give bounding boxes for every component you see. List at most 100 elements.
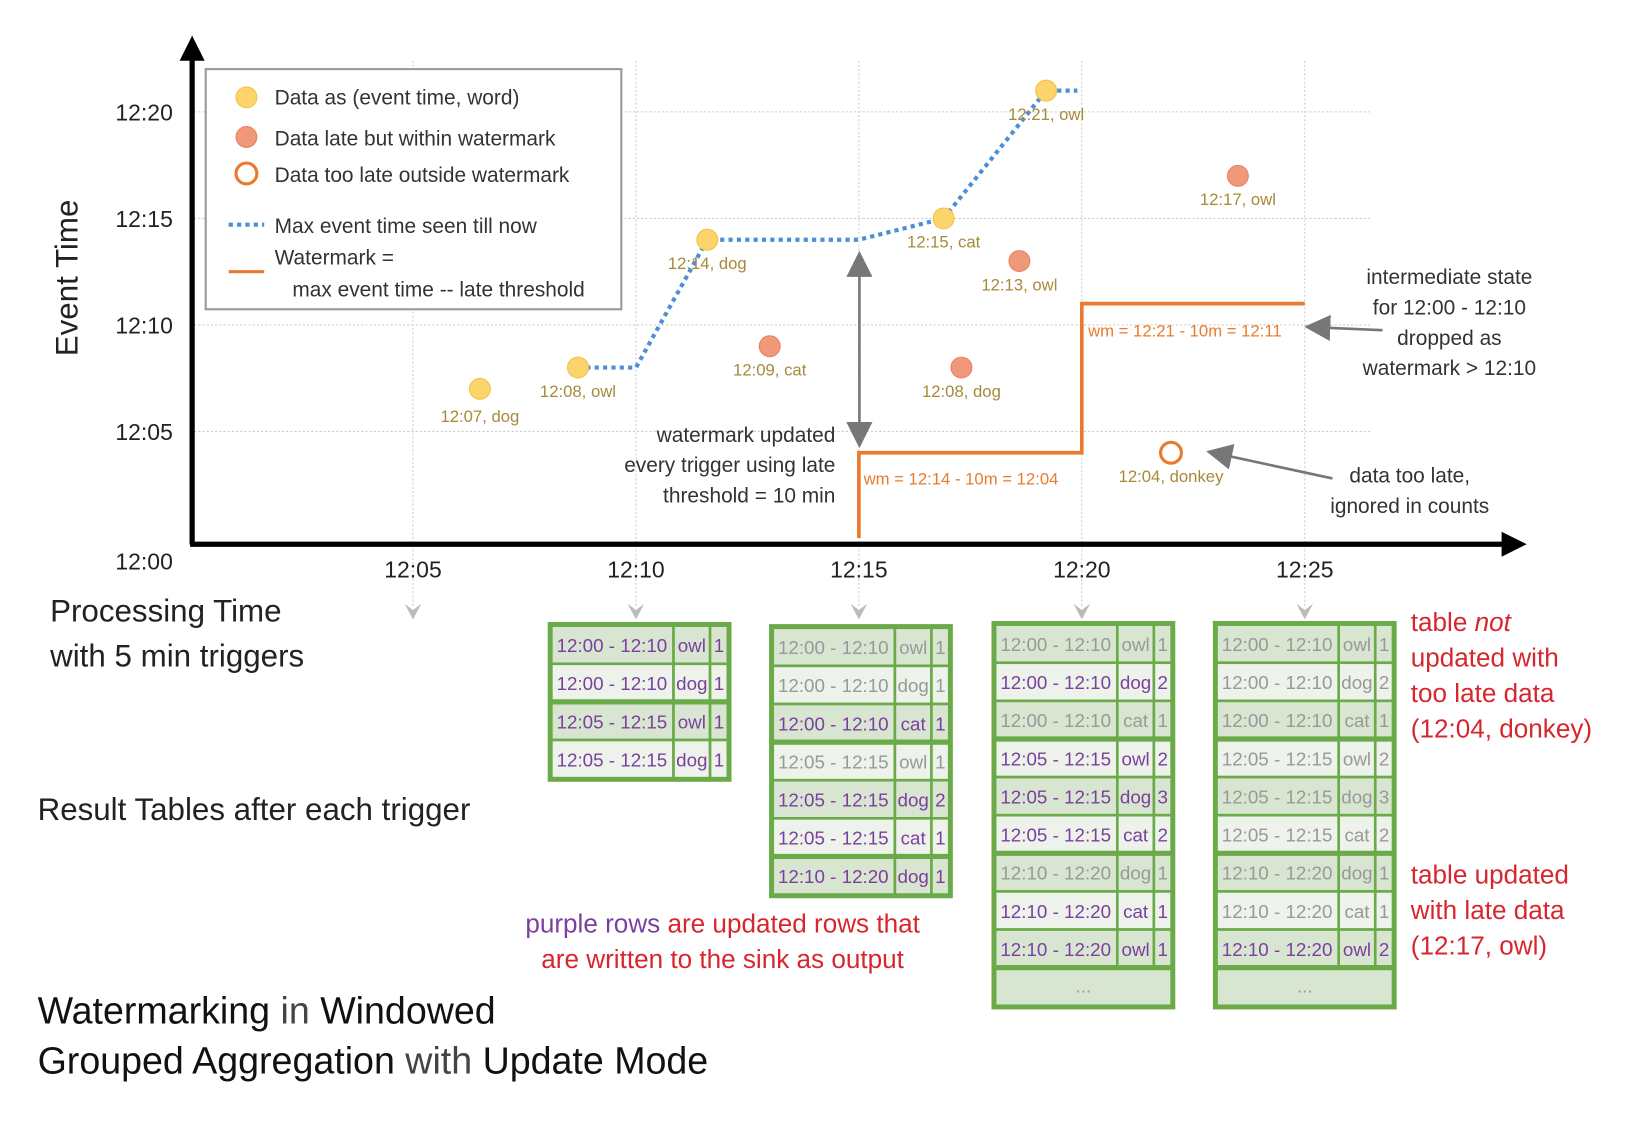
table-row: 12:00 - 12:10 dog 2 xyxy=(1215,661,1395,703)
window-cell: 12:10 - 12:20 xyxy=(1000,863,1111,884)
not-updated-note: table not updated with too late data (12… xyxy=(1411,607,1592,744)
window-cell: 12:05 - 12:15 xyxy=(778,790,889,811)
data-point-on_time xyxy=(567,356,589,379)
word-cell: cat xyxy=(1344,825,1370,846)
window-cell: 12:00 - 12:10 xyxy=(557,673,668,694)
table-row: 12:10 - 12:20 cat 1 xyxy=(993,890,1173,931)
window-cell: 12:00 - 12:10 xyxy=(1222,710,1333,731)
x-tick-label: 12:20 xyxy=(1053,557,1110,583)
title-word: Grouped Aggregation xyxy=(38,1040,395,1082)
count-cell: 1 xyxy=(1158,634,1168,655)
wm1-label: wm = 12:14 - 10m = 12:04 xyxy=(863,470,1059,489)
word-cell: cat xyxy=(1344,901,1370,922)
word-cell: owl xyxy=(678,711,706,732)
table-row: 12:00 - 12:10 cat 1 xyxy=(993,699,1173,741)
table-row: 12:00 - 12:10 cat 1 xyxy=(771,702,951,744)
table-border xyxy=(991,620,1176,1010)
table-cell xyxy=(993,661,1119,703)
window-cell: 12:00 - 12:10 xyxy=(1000,710,1111,731)
word-cell: cat xyxy=(901,828,927,849)
window-cell: 12:10 - 12:20 xyxy=(1000,939,1111,960)
table-row: 12:05 - 12:15 cat 2 xyxy=(1215,813,1395,855)
word-cell: dog xyxy=(898,866,929,887)
data-point-late xyxy=(1226,164,1249,187)
y-tick-label: 12:20 xyxy=(115,99,172,125)
table-cell xyxy=(993,775,1119,817)
note-line: are written to the sink as output xyxy=(541,944,904,974)
data-point-on_time xyxy=(696,228,719,251)
wm2-label: wm = 12:21 - 10m = 12:11 xyxy=(1087,321,1282,340)
word-cell: owl xyxy=(1343,939,1371,960)
word-cell: dog xyxy=(1341,786,1372,807)
legend-watermark: Watermark = xyxy=(275,246,394,269)
word-cell: dog xyxy=(898,790,929,811)
result-table-12:20: 12:00 - 12:10 owl 1 12:00 - 12:10 dog 2 12:00 … xyxy=(991,620,1176,1010)
count-cell: 3 xyxy=(1158,786,1168,807)
x-tick-label: 12:15 xyxy=(830,557,887,583)
purple-rows-note: purple rows are updated rows that xyxy=(525,909,920,939)
count-cell: 1 xyxy=(1158,863,1168,884)
trigger-arrow-icon xyxy=(627,603,645,620)
table-row: 12:00 - 12:10 dog 2 xyxy=(993,661,1173,703)
table-row: 12:05 - 12:15 dog 3 xyxy=(993,775,1173,817)
legend-late-icon xyxy=(235,126,258,148)
x-axis-label-2: with 5 min triggers xyxy=(49,638,304,673)
table-row: 12:10 - 12:20 owl 2 xyxy=(1215,928,1395,969)
table-row: 12:00 - 12:10 owl 1 xyxy=(771,626,951,668)
table-row: 12:05 - 12:15 dog 2 xyxy=(771,778,951,820)
window-cell: 12:00 - 12:10 xyxy=(557,635,668,656)
word-cell: cat xyxy=(1123,710,1149,731)
word-cell: cat xyxy=(901,713,927,734)
trigger-arrow-icon xyxy=(1296,603,1314,620)
data-point-label: 12:04, donkey xyxy=(1119,467,1224,486)
table-more-ellipsis: ... xyxy=(1076,976,1092,997)
table-cell xyxy=(1337,813,1377,855)
note-text: are updated rows that xyxy=(660,909,920,939)
word-cell: dog xyxy=(1120,672,1151,693)
note-line: table updated xyxy=(1411,860,1569,890)
word-cell: owl xyxy=(678,635,706,656)
word-cell: owl xyxy=(1122,634,1150,655)
count-cell: 2 xyxy=(935,790,945,811)
window-cell: 12:00 - 12:10 xyxy=(1000,672,1111,693)
x-axis-arrow-icon xyxy=(1501,531,1527,557)
y-axis-arrow-icon xyxy=(179,35,205,61)
count-cell: 1 xyxy=(1379,901,1389,922)
x-axis-label: Processing Time xyxy=(50,593,281,628)
count-cell: 1 xyxy=(714,635,724,656)
data-point-label: 12:17, owl xyxy=(1200,190,1276,209)
series-lines xyxy=(577,88,1305,538)
note-line: threshold = 10 min xyxy=(663,484,835,507)
count-cell: 1 xyxy=(1158,710,1168,731)
table-row: 12:05 - 12:15 cat 2 xyxy=(993,813,1173,855)
word-cell: owl xyxy=(1122,748,1150,769)
count-cell: 1 xyxy=(1379,710,1389,731)
table-row: 12:05 - 12:15 cat 1 xyxy=(771,817,951,858)
data-point-late xyxy=(950,356,973,379)
window-cell: 12:05 - 12:15 xyxy=(778,828,889,849)
legend-on-time-icon xyxy=(235,86,258,109)
note-line: data too late, xyxy=(1349,465,1470,488)
table-row: 12:05 - 12:15 owl 2 xyxy=(993,737,1173,779)
data-point-label: 12:09, cat xyxy=(733,360,807,379)
note-line: for 12:00 - 12:10 xyxy=(1373,296,1526,319)
table-cell xyxy=(1215,928,1341,969)
intermediate-arrow xyxy=(1304,314,1383,341)
result-table-12:15: 12:00 - 12:10 owl 112:00 - 12:10 dog 112:00 … xyxy=(769,624,953,899)
note-line: dropped as xyxy=(1397,327,1501,350)
window-cell: 12:05 - 12:15 xyxy=(1000,748,1111,769)
max-event-time-line xyxy=(577,88,1078,370)
legend-watermark-2: max event time -- late threshold xyxy=(292,279,584,302)
table-cell xyxy=(893,626,933,668)
count-cell: 2 xyxy=(1379,748,1389,769)
data-point-on_time xyxy=(932,207,955,230)
title-word: with xyxy=(395,1040,483,1082)
table-cell xyxy=(1116,928,1156,969)
count-cell: 2 xyxy=(1158,748,1168,769)
window-cell: 12:05 - 12:15 xyxy=(778,751,889,772)
legend-too-late: Data too late outside watermark xyxy=(275,164,570,187)
legend-max-line: Max event time seen till now xyxy=(275,215,538,238)
word-cell: dog xyxy=(1341,672,1372,693)
window-cell: 12:00 - 12:10 xyxy=(778,675,889,696)
count-cell: 2 xyxy=(1379,939,1389,960)
